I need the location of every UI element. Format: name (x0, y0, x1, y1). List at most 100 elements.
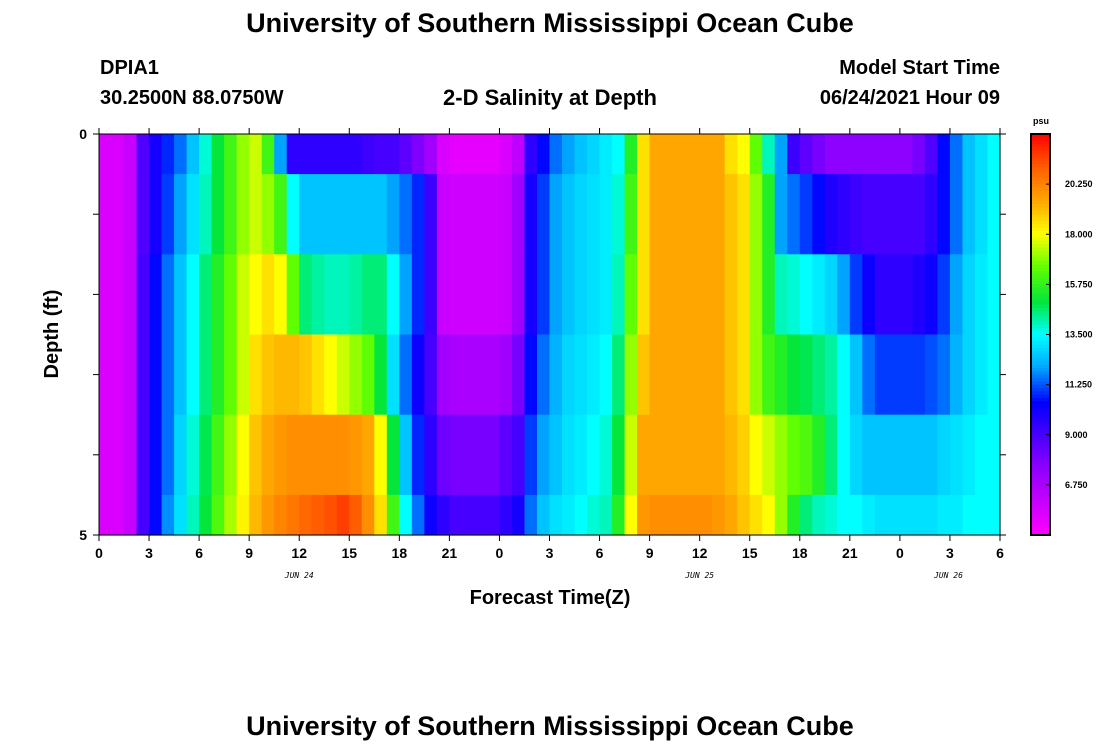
colorbar-swatch (1031, 418, 1050, 422)
heatmap-cell (849, 174, 863, 255)
colorbar-swatch (1031, 301, 1050, 306)
x-tick-label: 9 (245, 545, 253, 561)
heatmap-cell (311, 334, 325, 416)
heatmap-cell (574, 494, 588, 536)
x-axis-date-labels: JUN 24 JUN 25 JUN 26 (284, 571, 963, 580)
heatmap-cell (336, 254, 350, 336)
heatmap-cell (474, 134, 488, 175)
colorbar-swatch (1031, 484, 1050, 489)
heatmap-cell (899, 494, 914, 536)
heatmap-cell (587, 254, 601, 336)
colorbar-swatch (1031, 287, 1050, 292)
heatmap-cell (662, 254, 676, 336)
x-date-label: JUN 24 (284, 571, 314, 580)
heatmap-cell (899, 254, 914, 336)
colorbar-swatch (1031, 431, 1050, 436)
x-tick-label: 6 (195, 545, 203, 561)
heatmap-cell (299, 174, 313, 255)
heatmap-cell (361, 134, 375, 175)
heatmap-cell (712, 494, 726, 536)
colorbar-swatch (1031, 464, 1050, 469)
heatmap-cell (324, 334, 338, 416)
x-tick-label: 21 (842, 545, 858, 561)
heatmap-cell (687, 334, 701, 416)
heatmap-cell (149, 134, 163, 175)
colorbar-swatch (1031, 408, 1050, 412)
heatmap-cell (787, 254, 801, 336)
heatmap-cell (311, 174, 325, 255)
heatmap-cell (461, 134, 476, 175)
heatmap-cell (887, 334, 901, 416)
colorbar-swatch (1031, 317, 1050, 322)
heatmap-cell (612, 494, 626, 536)
heatmap-cell (99, 494, 113, 536)
heatmap-cells (99, 134, 1001, 536)
heatmap-cell (637, 134, 651, 175)
heatmap-cell (474, 174, 488, 255)
heatmap-cell (774, 254, 788, 336)
heatmap-cell (111, 174, 125, 255)
heatmap-cell (199, 134, 213, 175)
heatmap-cell (236, 254, 250, 336)
heatmap-cell (349, 334, 363, 416)
colorbar-swatch (1031, 374, 1050, 379)
heatmap-cell (799, 134, 813, 175)
colorbar-swatch (1031, 220, 1050, 225)
heatmap-cell (874, 494, 888, 536)
colorbar-swatch (1031, 257, 1050, 262)
heatmap-cell (524, 174, 538, 255)
heatmap-cell (299, 414, 313, 496)
heatmap-cell (424, 334, 438, 416)
x-tick-label: 18 (392, 545, 408, 561)
colorbar-swatch (1031, 528, 1050, 533)
colorbar-swatch (1031, 314, 1050, 319)
heatmap-cell (336, 334, 350, 416)
heatmap-cell (949, 414, 964, 496)
colorbar-swatch (1031, 291, 1050, 295)
heatmap-cell (174, 414, 188, 496)
heatmap-cell (912, 134, 926, 175)
heatmap-cell (974, 254, 989, 336)
heatmap-cell (674, 494, 688, 536)
heatmap-cell (824, 134, 838, 175)
heatmap-cell (837, 174, 851, 255)
heatmap-cell (486, 414, 501, 496)
heatmap-cell (124, 174, 138, 255)
heatmap-cell (637, 414, 651, 496)
heatmap-cell (461, 334, 476, 416)
colorbar-swatch (1031, 478, 1050, 483)
colorbar-swatch (1031, 498, 1050, 503)
heatmap-cell (624, 414, 638, 496)
x-tick-label: 18 (792, 545, 808, 561)
heatmap-cell (536, 334, 551, 416)
heatmap-cell (149, 174, 163, 255)
heatmap-cell (987, 254, 1001, 336)
heatmap-cell (799, 174, 813, 255)
heatmap-cell (474, 334, 488, 416)
colorbar-swatch (1031, 481, 1050, 486)
heatmap-cell (99, 174, 113, 255)
heatmap-cell (937, 174, 951, 255)
heatmap-cell (912, 494, 926, 536)
heatmap-cell (699, 254, 713, 336)
heatmap-cell (236, 494, 250, 536)
heatmap-cell (99, 414, 113, 496)
heatmap-cell (862, 414, 876, 496)
heatmap-cell (599, 494, 613, 536)
heatmap-cell (211, 134, 225, 175)
heatmap-cell (812, 254, 826, 336)
heatmap-cell (687, 494, 701, 536)
x-tick-label: 3 (145, 545, 153, 561)
heatmap-cell (662, 174, 676, 255)
heatmap-cell (336, 174, 350, 255)
heatmap-cell (124, 414, 138, 496)
heatmap-cell (812, 134, 826, 175)
heatmap-cell (124, 334, 138, 416)
heatmap-cell (924, 134, 939, 175)
heatmap-cell (536, 414, 551, 496)
heatmap-cell (637, 334, 651, 416)
heatmap-cell (837, 494, 851, 536)
heatmap-cell (824, 174, 838, 255)
heatmap-cell (974, 174, 989, 255)
x-tick-label: 0 (896, 545, 904, 561)
